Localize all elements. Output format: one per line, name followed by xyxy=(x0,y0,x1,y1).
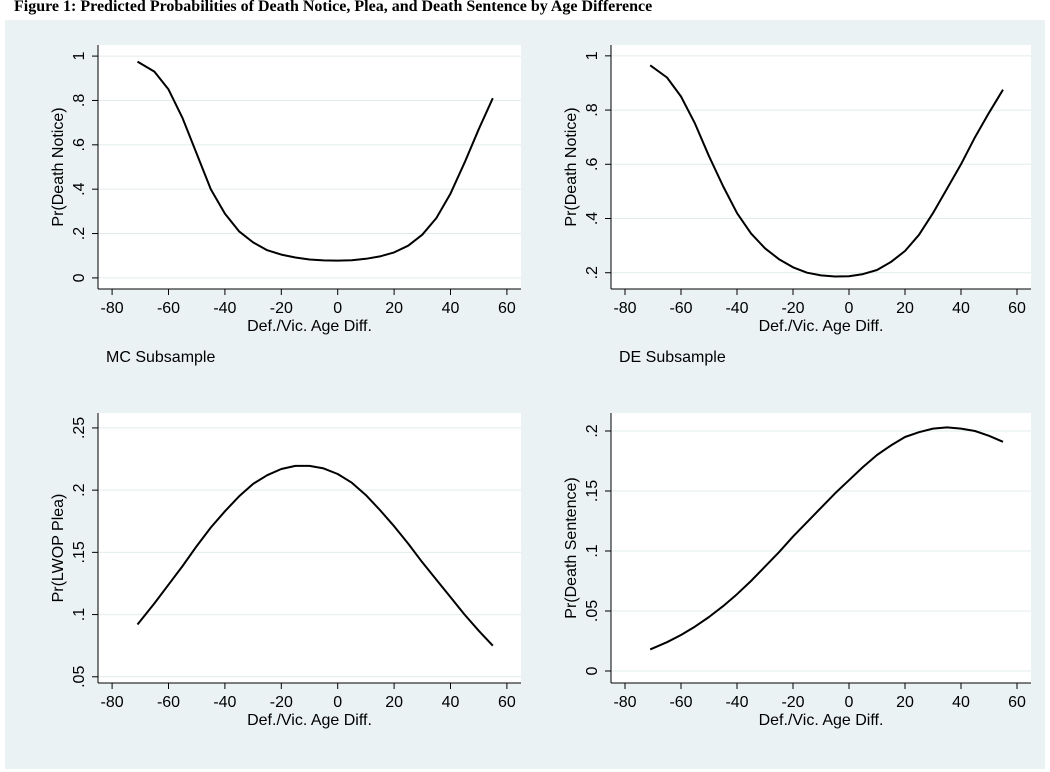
x-tick-label: 20 xyxy=(896,694,914,711)
y-tick-label: 1 xyxy=(584,51,601,60)
plot-area xyxy=(98,45,521,289)
x-tick-label: 40 xyxy=(952,694,970,711)
x-tick-label: 60 xyxy=(1008,300,1026,317)
y-tick-label: .2 xyxy=(71,483,88,496)
y-axis-title: Pr(Death Notice) xyxy=(50,107,67,226)
x-tick-label: -80 xyxy=(101,694,124,711)
y-tick-label: .4 xyxy=(584,212,601,225)
y-tick-label: .8 xyxy=(71,94,88,107)
x-axis-title: Def./Vic. Age Diff. xyxy=(759,318,884,335)
y-tick-label: .05 xyxy=(584,600,601,622)
x-axis-title: Def./Vic. Age Diff. xyxy=(247,318,372,335)
y-tick-label: .2 xyxy=(71,227,88,240)
x-tick-label: -40 xyxy=(725,300,748,317)
x-tick-label: 0 xyxy=(845,694,854,711)
y-tick-label: .6 xyxy=(584,158,601,171)
y-axis-title: Pr(Death Notice) xyxy=(563,107,580,226)
x-tick-label: -80 xyxy=(101,300,124,317)
x-tick-label: 60 xyxy=(498,300,516,317)
x-tick-label: 20 xyxy=(385,300,403,317)
figure-title: Figure 1: Predicted Probabilities of Dea… xyxy=(14,0,653,15)
x-tick-label: -20 xyxy=(270,694,293,711)
y-tick-label: .25 xyxy=(71,417,88,439)
x-axis-title: Def./Vic. Age Diff. xyxy=(759,712,884,729)
x-tick-label: -60 xyxy=(157,694,180,711)
chart-panel-death-sentence: -80 -60 -40 -20 0 20 40 60 0 .05 .1 .15 .2 Def./Vic. … xyxy=(563,413,1031,729)
y-tick-label: .2 xyxy=(584,424,601,437)
chart-panel-death-notice-mc: -80 -60 -40 -20 0 20 40 60 0 .2 .4 .6 .8 1 Def./Vic. A… xyxy=(50,45,521,366)
panel-caption: DE Subsample xyxy=(619,349,726,366)
x-tick-label: 60 xyxy=(1008,694,1026,711)
x-tick-label: -20 xyxy=(270,300,293,317)
x-tick-label: 20 xyxy=(385,694,403,711)
x-tick-label: 0 xyxy=(845,300,854,317)
x-tick-label: 40 xyxy=(952,300,970,317)
x-tick-label: 40 xyxy=(442,300,460,317)
y-tick-label: 0 xyxy=(71,273,88,282)
x-tick-label: 0 xyxy=(333,694,342,711)
x-tick-label: 20 xyxy=(896,300,914,317)
y-axis-title: Pr(LWOP Plea) xyxy=(50,494,67,603)
y-tick-label: .1 xyxy=(71,608,88,621)
plot-area xyxy=(611,45,1031,289)
x-axis-title: Def./Vic. Age Diff. xyxy=(247,712,372,729)
x-tick-label: 60 xyxy=(498,694,516,711)
panel-caption: MC Subsample xyxy=(106,349,215,366)
x-tick-label: -20 xyxy=(781,694,804,711)
y-tick-label: .2 xyxy=(584,266,601,279)
y-tick-label: .4 xyxy=(71,182,88,195)
x-tick-label: -40 xyxy=(725,694,748,711)
y-tick-label: .1 xyxy=(584,544,601,557)
series-line xyxy=(136,60,494,262)
plot-area xyxy=(611,413,1031,683)
y-tick-label: .05 xyxy=(71,666,88,688)
plot-area xyxy=(98,413,521,683)
series-line xyxy=(136,464,494,647)
chart-panel-death-notice-de: -80 -60 -40 -20 0 20 40 60 .2 .4 .6 .8 1 Def./Vic. Ag… xyxy=(563,45,1031,366)
y-tick-label: 0 xyxy=(584,666,601,675)
y-axis-title: Pr(Death Sentence) xyxy=(563,477,580,618)
x-tick-label: -60 xyxy=(669,694,692,711)
y-tick-label: .15 xyxy=(71,541,88,563)
y-tick-label: 1 xyxy=(71,52,88,61)
x-tick-label: -80 xyxy=(613,694,636,711)
x-tick-label: -80 xyxy=(613,300,636,317)
series-line xyxy=(649,64,1004,278)
x-tick-label: -60 xyxy=(157,300,180,317)
chart-panel-lwop-plea: -80 -60 -40 -20 0 20 40 60 .05 .1 .15 .2 .25 Def./Vic… xyxy=(50,413,521,729)
series-line xyxy=(649,426,1004,651)
x-tick-label: -20 xyxy=(781,300,804,317)
x-tick-label: -40 xyxy=(213,694,236,711)
x-tick-label: 0 xyxy=(333,300,342,317)
y-tick-label: .15 xyxy=(584,480,601,502)
x-tick-label: -60 xyxy=(669,300,692,317)
y-tick-label: .8 xyxy=(584,103,601,116)
y-tick-label: .6 xyxy=(71,138,88,151)
x-tick-label: 40 xyxy=(442,694,460,711)
x-tick-label: -40 xyxy=(213,300,236,317)
